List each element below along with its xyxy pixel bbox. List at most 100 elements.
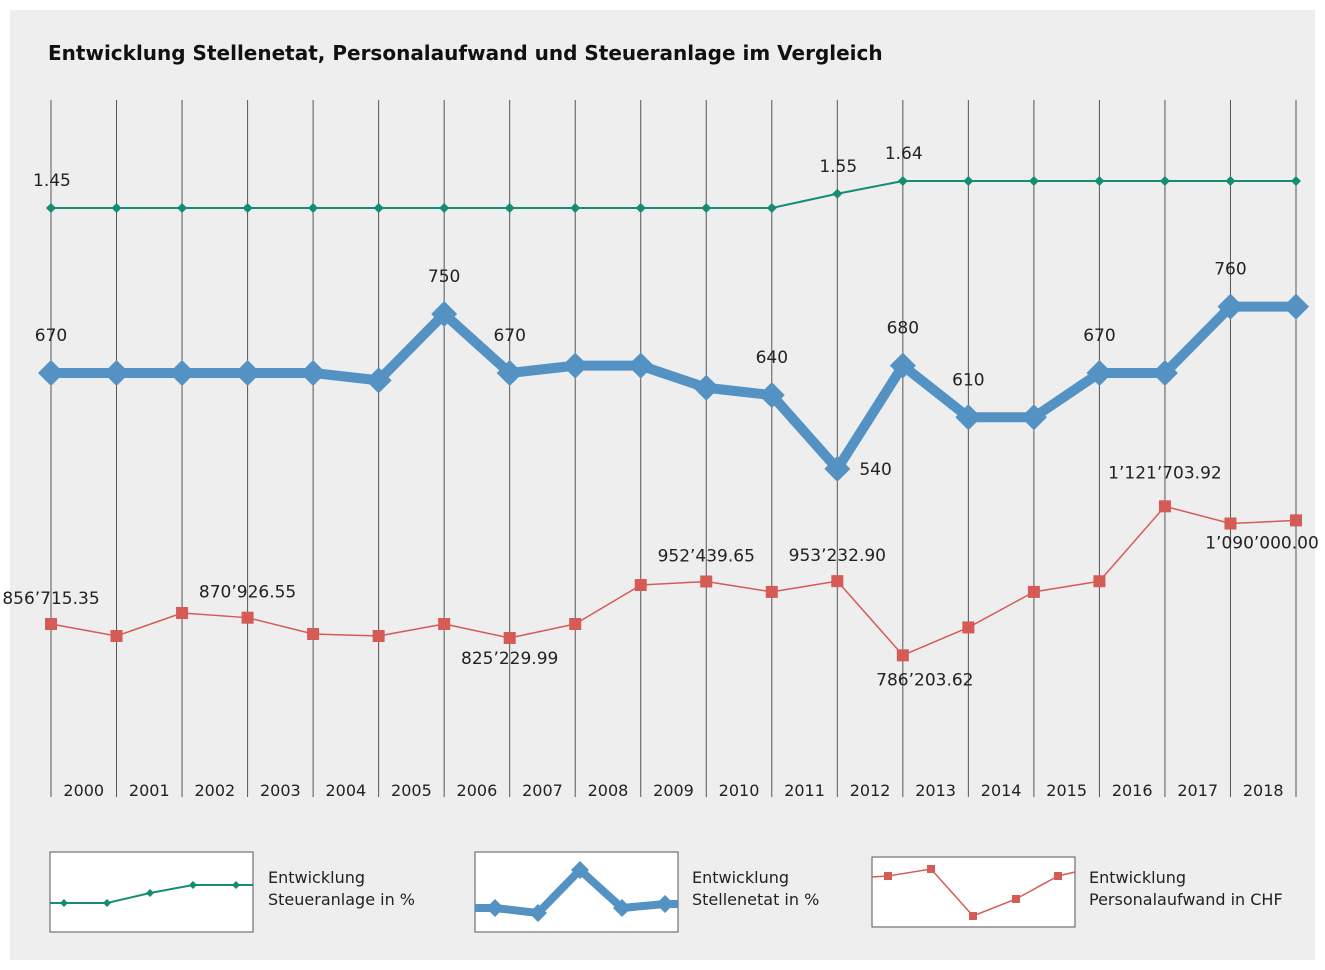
data-label: 786’203.62	[876, 670, 973, 690]
series-line	[50, 505, 1297, 657]
x-tick-label: 2009	[653, 781, 694, 800]
x-tick-label: 2015	[1046, 781, 1087, 800]
legend-label: Entwicklung Stellenetat in %	[692, 868, 820, 909]
data-label: 760	[1214, 260, 1246, 280]
point	[300, 360, 327, 386]
legend-box	[871, 856, 1076, 928]
x-tick-label: 2010	[719, 781, 760, 800]
point	[234, 360, 261, 386]
data-label: 610	[952, 370, 984, 390]
point	[896, 649, 909, 662]
point	[1158, 500, 1171, 513]
point	[365, 367, 392, 394]
point	[1094, 176, 1105, 186]
point	[693, 374, 720, 401]
point	[46, 203, 56, 213]
data-label: 870’926.55	[199, 583, 296, 603]
x-tick-label: 2003	[260, 781, 301, 800]
legend-icon-markers	[884, 865, 1062, 920]
point	[439, 203, 450, 213]
data-label: 670	[1083, 326, 1115, 346]
data-label: 680	[887, 319, 919, 339]
point	[1224, 517, 1237, 530]
point	[824, 455, 851, 482]
point	[1151, 360, 1178, 386]
x-tick-label: 2000	[63, 781, 104, 800]
data-label: 540	[859, 460, 891, 480]
chart-title: Entwicklung Stellenetat, Personalaufwand…	[48, 41, 883, 65]
legend-label: Entwicklung Personalaufwand in CHF	[1089, 868, 1283, 909]
point	[701, 203, 712, 213]
point	[765, 585, 778, 598]
x-tick-label: 2006	[457, 781, 498, 800]
point	[1290, 514, 1302, 527]
data-label: 670	[35, 326, 67, 346]
chart-panel	[10, 10, 1315, 960]
point	[962, 621, 975, 634]
point	[111, 203, 122, 213]
point	[103, 360, 130, 386]
point	[1028, 176, 1039, 186]
point	[635, 203, 646, 213]
point	[372, 629, 385, 642]
point	[831, 575, 844, 588]
point	[897, 176, 908, 186]
point	[241, 611, 254, 624]
point	[169, 360, 196, 386]
data-label: 670	[493, 326, 525, 346]
x-tick-label: 2013	[915, 781, 956, 800]
point	[242, 203, 253, 213]
point	[177, 203, 188, 213]
point	[1217, 293, 1244, 320]
point	[504, 203, 515, 213]
point	[766, 203, 777, 213]
point	[963, 176, 974, 186]
x-tick-label: 2008	[588, 781, 629, 800]
point	[569, 618, 582, 631]
point	[1086, 360, 1113, 386]
data-label: 952’439.65	[658, 546, 755, 566]
x-tick-label: 2004	[326, 781, 367, 800]
point	[634, 579, 647, 592]
point	[438, 618, 451, 631]
data-label: 640	[756, 348, 788, 368]
data-label: 750	[428, 267, 460, 287]
point	[308, 203, 319, 213]
point	[307, 627, 320, 640]
point	[1020, 404, 1047, 431]
data-label: 1.45	[33, 171, 71, 191]
data-label: 953’232.90	[789, 546, 886, 566]
x-tick-label: 2018	[1243, 781, 1284, 800]
point	[562, 352, 589, 379]
point	[570, 203, 581, 213]
point	[45, 618, 57, 630]
x-tick-label: 2001	[129, 781, 170, 800]
point	[496, 360, 523, 386]
point	[373, 203, 384, 213]
point	[1283, 293, 1309, 320]
point	[758, 382, 785, 409]
point	[1027, 585, 1040, 598]
point	[1291, 176, 1301, 186]
legend-icon-markers	[486, 861, 674, 922]
legend	[49, 851, 1076, 933]
point	[431, 301, 458, 327]
point	[176, 606, 189, 619]
point	[955, 404, 982, 431]
point	[889, 352, 916, 379]
point	[1159, 176, 1170, 186]
point	[1093, 575, 1106, 588]
point	[110, 629, 123, 642]
x-tick-label: 2007	[522, 781, 563, 800]
x-tick-label: 2002	[194, 781, 235, 800]
x-tick-label: 2016	[1112, 781, 1153, 800]
point	[627, 352, 654, 379]
point	[1225, 176, 1236, 186]
x-tick-label: 2014	[981, 781, 1022, 800]
x-tick-label: 2005	[391, 781, 432, 800]
data-label: 1.64	[885, 144, 923, 164]
x-tick-label: 2012	[850, 781, 891, 800]
x-tick-label: 2017	[1177, 781, 1218, 800]
